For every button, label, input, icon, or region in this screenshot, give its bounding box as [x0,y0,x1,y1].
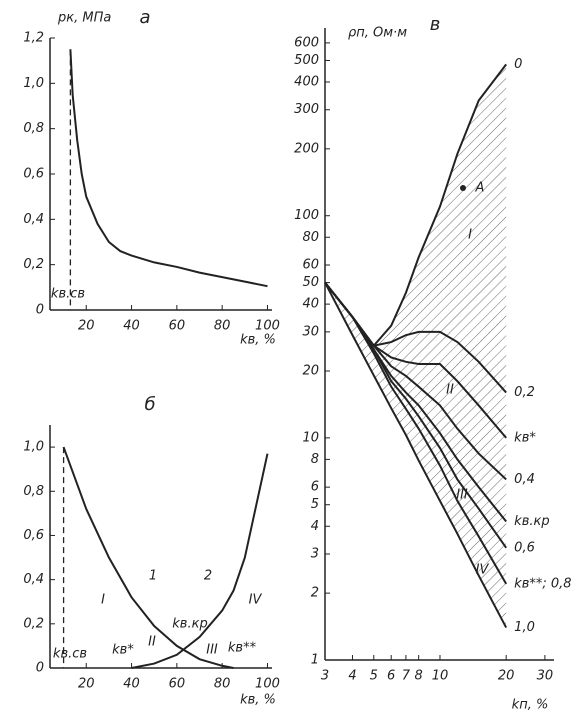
series-label: kв* [514,430,536,445]
y-tick-label: 6 [311,480,319,495]
x-tick-label: 10 [432,669,449,684]
chart-title: а [139,7,150,28]
y-tick-label: 1,0 [23,76,44,91]
y-tick-label: 5 [311,497,319,512]
line [324,281,508,585]
x-tick-label: 20 [498,669,515,684]
y-tick-label: 0 [36,303,44,318]
y-tick-label: 10 [302,430,319,445]
y-tick-label: 0 [36,661,44,676]
y-tick-label: 2 [311,586,319,601]
y-tick-label: 400 [294,74,319,89]
y-tick-label: 0,8 [23,484,44,499]
x-tick-label: 100 [255,677,280,692]
x-tick-label: 80 [214,677,231,692]
x-tick-label: 5 [370,669,378,684]
y-tick-label: 1 [311,653,319,668]
annotation: kв* [112,643,134,658]
x-axis-label: kв, % [240,333,276,348]
series-label: 0,6 [514,540,535,555]
y-tick-label: 0,2 [23,257,44,272]
y-tick-label: 0,4 [23,212,44,227]
y-tick-label: 30 [302,324,319,339]
series-label: 1,0 [514,620,535,635]
annotation: kв.кр [172,617,207,632]
annotation: III [206,643,218,658]
y-tick-label: 0,6 [23,167,44,182]
y-tick-label: 500 [294,53,319,68]
y-tick-label: 0,4 [23,572,44,587]
chart-title: в [430,14,441,35]
x-tick-label: 6 [387,669,395,684]
y-tick-label: 50 [302,275,319,290]
series-label: 0,4 [514,472,535,487]
annotation: kв** [228,641,257,656]
x-tick-label: 20 [78,319,95,334]
x-tick-label: 100 [255,319,280,334]
line [131,453,269,669]
point-marker [460,185,466,191]
y-axis-label: ρп, Ом·м [348,26,407,41]
chart-title: б [144,394,155,415]
line [324,281,507,481]
x-axis-label: kв, % [240,693,276,708]
y-tick-label: 20 [302,363,319,378]
annotation: II [148,635,156,650]
line [62,446,234,669]
annotation: IV [476,563,490,578]
annotation: A [475,181,485,196]
y-tick-label: 600 [294,35,319,50]
y-tick-label: 80 [302,230,319,245]
x-tick-label: 30 [537,669,554,684]
y-tick-label: 60 [302,258,319,273]
x-tick-label: 7 [402,669,411,684]
x-tick-label: 20 [78,677,95,692]
annotation: 1 [149,569,157,584]
y-tick-label: 0,2 [23,616,44,631]
x-tick-label: 4 [348,669,356,684]
y-tick-label: 8 [311,452,319,467]
x-tick-label: 80 [214,319,231,334]
x-tick-label: 8 [415,669,423,684]
y-axis-label: pк, МПа [57,11,111,26]
annotation: I [101,593,105,608]
y-tick-label: 1,0 [23,440,44,455]
line [324,282,508,629]
y-tick-label: 3 [311,547,319,562]
line [69,49,268,288]
y-tick-label: 4 [311,519,319,534]
annotation: IV [249,593,263,608]
x-tick-label: 40 [123,677,140,692]
y-tick-label: 0,6 [23,528,44,543]
y-tick-label: 0,8 [23,121,44,136]
series-label: kв.кр [514,514,549,529]
x-tick-label: 60 [169,677,186,692]
y-tick-label: 40 [302,297,319,312]
y-tick-label: 200 [294,141,319,156]
hatch-area [325,64,507,628]
annotation: I [468,228,472,243]
y-tick-label: 1,2 [23,31,44,46]
annotation: kв.св [53,647,87,662]
annotation: 2 [204,569,212,584]
x-tick-label: 3 [321,669,329,684]
x-axis-label: kп, % [512,698,549,713]
x-tick-label: 60 [169,319,186,334]
series-label: 0 [514,57,522,72]
annotation: kв.св [51,287,85,302]
y-tick-label: 100 [294,208,319,223]
series-label: 0,2 [514,385,535,400]
y-tick-label: 300 [294,102,319,117]
annotation: III [456,488,468,503]
x-tick-label: 40 [123,319,140,334]
annotation: II [446,383,454,398]
series-label: kв**; 0,8 [514,576,571,591]
